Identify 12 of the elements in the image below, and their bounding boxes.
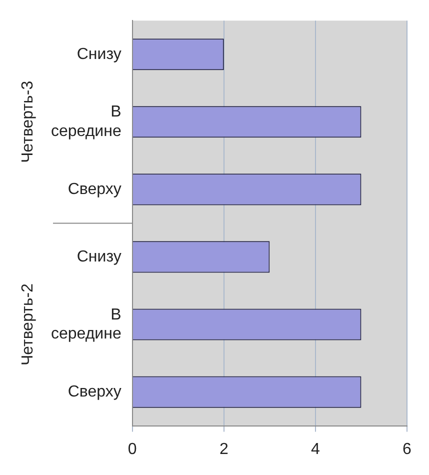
y-tick-label: Сверху (68, 383, 122, 400)
x-tick-label: 2 (219, 440, 228, 458)
y-tick-label: Снизу (76, 248, 122, 266)
y-tick-label: В середине (50, 306, 122, 343)
y-tick-label: Сверху (68, 180, 122, 198)
x-tick-label: 0 (128, 440, 137, 458)
text: Четверть-3 (19, 80, 36, 163)
y-tick-label: В середине (50, 104, 122, 140)
x-tick-label: 4 (310, 440, 320, 458)
y-tick-label: Снизу (76, 46, 122, 63)
x-tick-label: 6 (402, 440, 412, 458)
text: Четверть-2 (19, 283, 36, 366)
